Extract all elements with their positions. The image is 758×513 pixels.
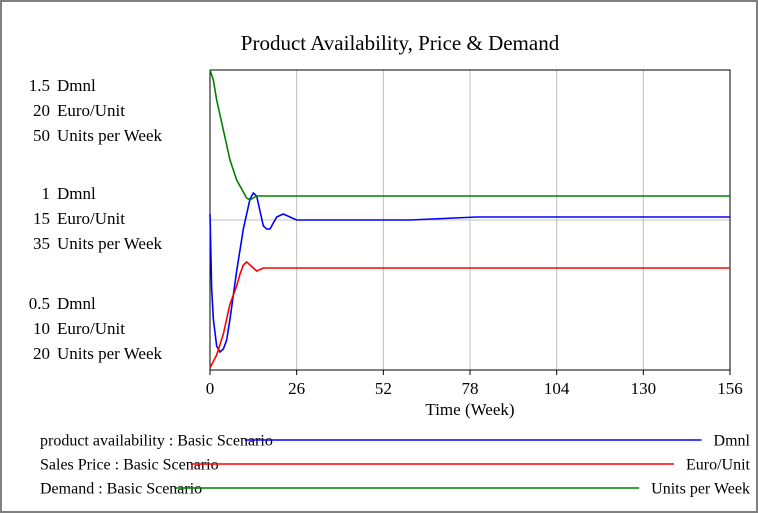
y-tick-label: 1 bbox=[42, 184, 51, 203]
y-tick-label: 35 bbox=[33, 234, 50, 253]
x-tick-label: 156 bbox=[717, 379, 743, 398]
chart-title: Product Availability, Price & Demand bbox=[241, 31, 560, 55]
y-tick-unit: Dmnl bbox=[57, 184, 96, 203]
series-line bbox=[209, 69, 730, 201]
legend-unit: Units per Week bbox=[651, 481, 750, 498]
y-tick-label: 0.5 bbox=[29, 294, 50, 313]
x-tick-label: 0 bbox=[206, 379, 215, 398]
series-line bbox=[209, 260, 730, 369]
legend-unit: Euro/Unit bbox=[686, 457, 751, 474]
x-tick-label: 130 bbox=[631, 379, 657, 398]
y-tick-unit: Units per Week bbox=[57, 344, 163, 363]
y-tick-unit: Units per Week bbox=[57, 234, 163, 253]
legend-unit: Dmnl bbox=[714, 433, 751, 450]
series-line bbox=[209, 191, 730, 354]
y-tick-label: 15 bbox=[33, 209, 50, 228]
legend-label: product availability : Basic Scenario bbox=[40, 433, 273, 450]
y-tick-label: 20 bbox=[33, 101, 50, 120]
legend-label: Sales Price : Basic Scenario bbox=[40, 457, 219, 474]
y-tick-label: 50 bbox=[33, 126, 50, 145]
x-tick-label: 52 bbox=[375, 379, 392, 398]
y-tick-unit: Euro/Unit bbox=[57, 319, 125, 338]
y-tick-unit: Dmnl bbox=[57, 76, 96, 95]
x-tick-label: 78 bbox=[462, 379, 479, 398]
x-tick-label: 104 bbox=[544, 379, 570, 398]
y-tick-label: 10 bbox=[33, 319, 50, 338]
x-tick-label: 26 bbox=[288, 379, 305, 398]
x-axis-label: Time (Week) bbox=[425, 400, 514, 419]
y-tick-unit: Euro/Unit bbox=[57, 209, 125, 228]
legend-label: Demand : Basic Scenario bbox=[40, 481, 202, 498]
y-tick-unit: Dmnl bbox=[57, 294, 96, 313]
y-tick-label: 1.5 bbox=[29, 76, 50, 95]
y-tick-unit: Euro/Unit bbox=[57, 101, 125, 120]
y-tick-unit: Units per Week bbox=[57, 126, 163, 145]
y-tick-label: 20 bbox=[33, 344, 50, 363]
